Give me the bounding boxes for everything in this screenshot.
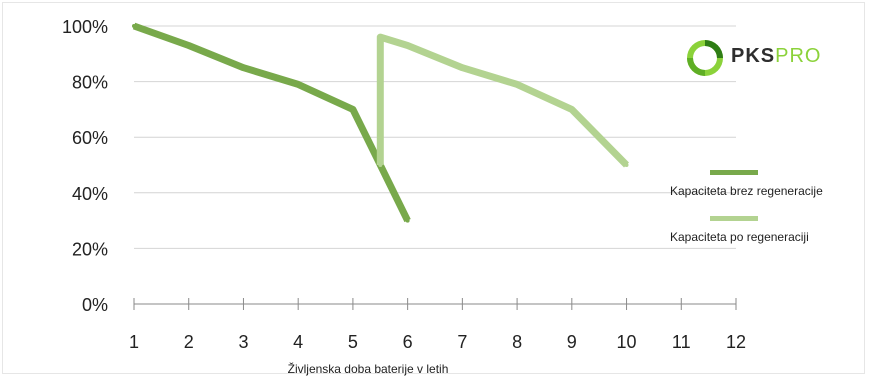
- legend-item-series-2: Kapaciteta po regeneraciji: [665, 214, 865, 260]
- data-point: [569, 107, 574, 112]
- data-point: [624, 163, 629, 167]
- x-tick-label: 8: [512, 332, 522, 352]
- legend-swatch-series-2: [710, 216, 758, 221]
- data-point: [296, 82, 301, 87]
- series-line-2: [376, 33, 629, 168]
- data-point: [405, 43, 410, 48]
- x-tick-label: 2: [184, 332, 194, 352]
- x-tick-label: 9: [567, 332, 577, 352]
- series-line-1: [132, 22, 411, 223]
- y-tick-label: 60%: [72, 128, 108, 148]
- x-axis-label: Življenska doba baterije v letih: [288, 361, 449, 376]
- x-tick-label: 4: [293, 332, 303, 352]
- logo-text: PKSPRO: [731, 45, 821, 68]
- data-point: [241, 65, 246, 70]
- legend-label-series-1: Kapaciteta brez regeneracije: [670, 184, 823, 198]
- legend-swatch-series-1: [710, 170, 758, 175]
- x-tick-label: 5: [348, 332, 358, 352]
- data-point: [405, 218, 410, 223]
- y-tick-label: 80%: [72, 73, 108, 93]
- logo-text-dark: PKS: [731, 45, 776, 67]
- x-tick-label: 3: [238, 332, 248, 352]
- logo-text-accent: PRO: [775, 45, 822, 67]
- x-tick-label: 11: [672, 332, 691, 352]
- legend-label-series-2: Kapaciteta po regeneraciji: [670, 230, 809, 244]
- data-point: [350, 107, 355, 112]
- y-tick-label: 0%: [82, 295, 108, 315]
- x-tick-label: 1: [129, 332, 139, 352]
- y-tick-label: 100%: [62, 17, 108, 37]
- pks-pro-logo: PKSPRO: [683, 36, 863, 80]
- legend-item-series-1: Kapaciteta brez regeneracije: [665, 168, 865, 214]
- pks-logo-icon: [687, 40, 723, 76]
- x-tick-label: 12: [726, 332, 746, 352]
- x-tick-label: 7: [457, 332, 467, 352]
- data-point: [132, 24, 136, 28]
- chart-legend: Kapaciteta brez regeneracije Kapaciteta …: [665, 168, 865, 260]
- data-point: [186, 43, 191, 48]
- x-tick-label: 6: [403, 332, 413, 352]
- y-tick-label: 40%: [72, 184, 108, 204]
- data-point: [378, 163, 383, 167]
- data-point: [378, 35, 383, 40]
- data-point: [460, 65, 465, 70]
- y-tick-label: 20%: [72, 239, 108, 259]
- data-point: [515, 82, 520, 87]
- x-tick-label: 10: [617, 332, 637, 352]
